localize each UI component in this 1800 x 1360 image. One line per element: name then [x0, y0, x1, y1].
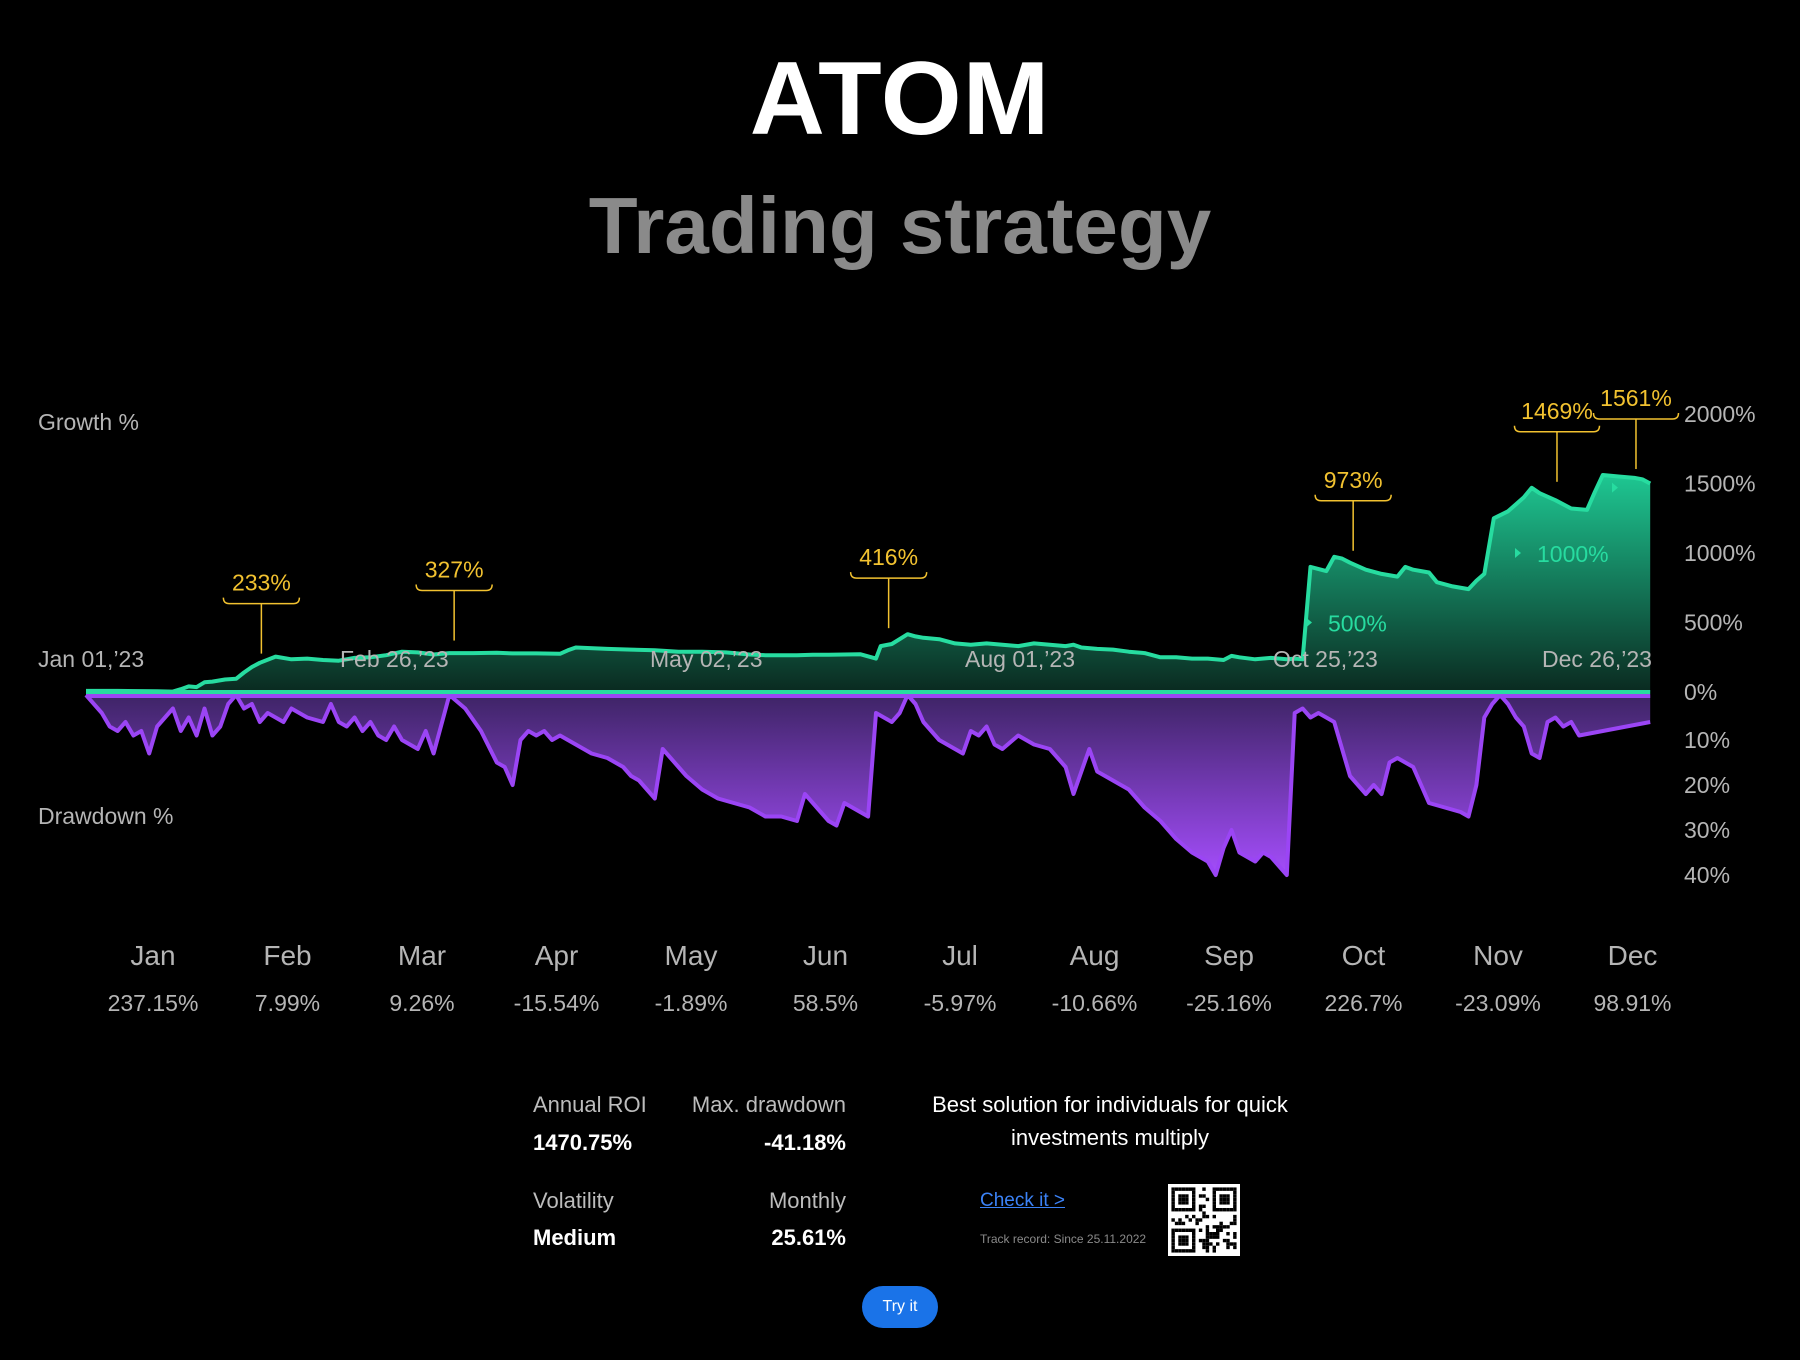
drawdown-tick-label: 20% — [1684, 772, 1730, 798]
monthly-return-value: 237.15% — [108, 990, 199, 1016]
growth-line — [86, 473, 1652, 694]
growth-tick-label: 2000% — [1684, 401, 1756, 427]
inline-marker — [1515, 548, 1521, 558]
drawdown-tick-label: 40% — [1684, 862, 1730, 888]
month-label: Sep — [1204, 940, 1254, 971]
growth-area — [86, 475, 1651, 692]
annotation-label: 1561% — [1600, 385, 1672, 411]
volatility-value: Medium — [533, 1225, 617, 1250]
page-subtitle: Trading strategy — [588, 181, 1212, 270]
growth-tick-label: 0% — [1684, 679, 1717, 705]
monthly-value: 25.61% — [771, 1225, 846, 1250]
check-it-link[interactable]: Check it > — [980, 1190, 1066, 1211]
monthly-return-value: 9.26% — [389, 990, 454, 1016]
monthly-return-value: 58.5% — [793, 990, 858, 1016]
date-label: Aug 01,’23 — [965, 646, 1075, 672]
monthly-return-value: -1.89% — [655, 990, 728, 1016]
drawdown-area — [86, 695, 1651, 875]
annotation-bracket — [1592, 412, 1680, 420]
page-title: ATOM — [749, 41, 1051, 157]
monthly-return-value: -25.16% — [1186, 990, 1272, 1016]
growth-axis-label: Growth % — [38, 409, 139, 435]
try-it-button[interactable]: Try it — [862, 1286, 938, 1328]
month-label: Feb — [263, 940, 311, 971]
track-record-text: Track record: Since 25.11.2022 — [980, 1232, 1147, 1246]
growth-tick-label: 500% — [1684, 610, 1743, 636]
annotation-label: 1469% — [1521, 398, 1593, 424]
date-label: Dec 26,’23 — [1542, 646, 1652, 672]
inline-marker — [1612, 482, 1618, 493]
date-label: Jan 01,’23 — [38, 646, 144, 672]
annotation-label: 327% — [425, 557, 484, 583]
month-label: Oct — [1342, 940, 1386, 971]
monthly-return-value: 7.99% — [255, 990, 320, 1016]
month-label: Nov — [1473, 940, 1523, 971]
promo-text: Best solution for individuals for quick … — [932, 1092, 1288, 1150]
annotation-label: 416% — [859, 544, 918, 570]
drawdown-baseline — [86, 694, 1651, 698]
monthly-return-value: -15.54% — [514, 990, 600, 1016]
monthly-return-value: -5.97% — [924, 990, 997, 1016]
date-label: Feb 26,’23 — [340, 646, 449, 672]
max-drawdown-label: Max. drawdown — [691, 1092, 846, 1117]
month-label: Jul — [942, 940, 978, 971]
annual-roi-label: Annual ROI — [533, 1092, 647, 1117]
drawdown-axis-label: Drawdown % — [38, 803, 174, 829]
growth-tick-label: 1500% — [1684, 471, 1756, 497]
growth-baseline — [86, 690, 1651, 694]
month-label: Mar — [398, 940, 446, 971]
month-label: May — [665, 940, 718, 971]
inline-value-label: 500% — [1328, 611, 1387, 637]
monthly-label: Monthly — [768, 1188, 846, 1213]
inline-value-label: 1000% — [1537, 541, 1609, 567]
month-label: Jun — [803, 940, 848, 971]
annotation-bracket — [222, 597, 301, 605]
qr-code — [1168, 1184, 1240, 1256]
monthly-return-value: 98.91% — [1593, 990, 1671, 1016]
month-label: Dec — [1608, 940, 1658, 971]
month-label: Aug — [1070, 940, 1120, 971]
growth-tick-label: 1000% — [1684, 540, 1756, 566]
annotation-bracket — [849, 572, 928, 579]
annotation-bracket — [415, 584, 493, 592]
monthly-return-value: -23.09% — [1455, 990, 1541, 1016]
monthly-return-value: 226.7% — [1324, 990, 1402, 1016]
month-label: Apr — [535, 940, 579, 971]
max-drawdown-value: -41.18% — [764, 1130, 846, 1155]
drawdown-tick-label: 30% — [1684, 817, 1730, 843]
annotation-label: 973% — [1324, 467, 1383, 493]
date-label: May 02,’23 — [650, 646, 763, 672]
drawdown-tick-label: 10% — [1684, 727, 1730, 753]
annotation-bracket — [1513, 425, 1601, 433]
annual-roi-value: 1470.75% — [533, 1130, 633, 1155]
monthly-return-value: -10.66% — [1052, 990, 1138, 1016]
inline-marker — [1306, 617, 1312, 628]
growth-drawdown-chart: Growth % Drawdown % 2000% 1500% 1000% 500% 0% 1… — [38, 385, 1756, 1016]
annotation-label: 233% — [232, 570, 291, 596]
month-label: Jan — [130, 940, 175, 971]
drawdown-line — [84, 693, 1651, 877]
annotation-bracket — [1314, 494, 1392, 502]
volatility-label: Volatility — [533, 1188, 614, 1213]
date-label: Oct 25,’23 — [1273, 646, 1378, 672]
